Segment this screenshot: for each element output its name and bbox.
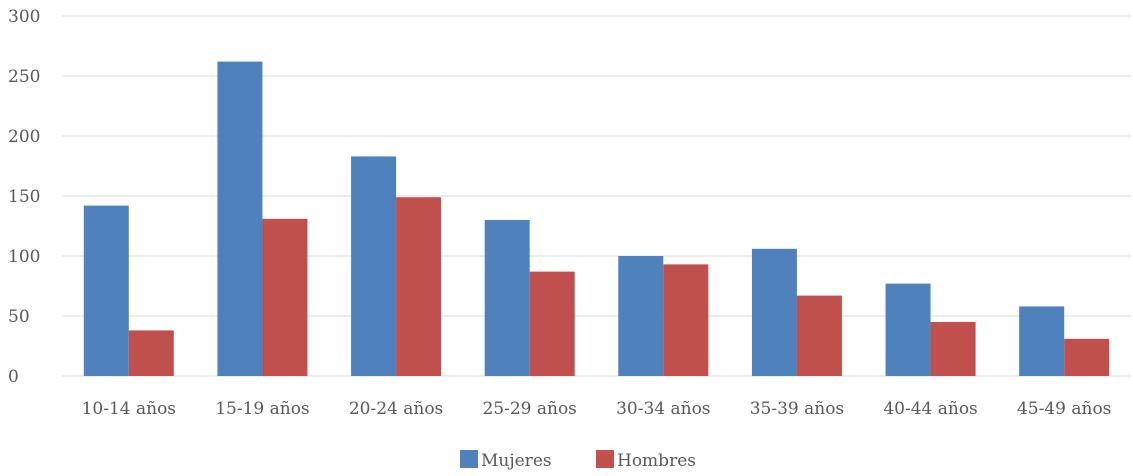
bar-mujeres-2	[351, 156, 397, 376]
bars	[83, 61, 1110, 376]
bar-hombres-7	[1064, 338, 1110, 376]
y-tick-label: 50	[8, 307, 30, 327]
bar-mujeres-6	[885, 283, 931, 376]
legend-label-hombres: Hombres	[617, 451, 696, 471]
bar-hombres-6	[930, 322, 976, 376]
legend-swatch-hombres	[596, 450, 614, 468]
x-tick-label: 25-29 años	[482, 399, 576, 419]
x-tick-label: 35-39 años	[750, 399, 844, 419]
bar-mujeres-7	[1019, 306, 1065, 376]
y-tick-label: 300	[8, 7, 40, 27]
bar-hombres-2	[396, 197, 442, 376]
bar-mujeres-5	[751, 248, 797, 376]
bar-hombres-0	[128, 330, 174, 376]
legend: Mujeres Hombres	[460, 450, 696, 471]
y-tick-label: 200	[8, 127, 40, 147]
x-tick-label: 15-19 años	[215, 399, 309, 419]
bar-hombres-5	[796, 295, 842, 376]
y-axis-ticks: 0 50 100 150 200 250 300	[8, 7, 40, 387]
legend-label-mujeres: Mujeres	[481, 451, 552, 471]
bar-hombres-4	[663, 264, 709, 376]
y-tick-label: 100	[8, 247, 40, 267]
bar-hombres-1	[262, 218, 308, 376]
x-tick-label: 30-34 años	[616, 399, 710, 419]
x-tick-label: 40-44 años	[883, 399, 977, 419]
bar-mujeres-1	[217, 61, 263, 376]
x-tick-label: 20-24 años	[349, 399, 443, 419]
y-tick-label: 250	[8, 67, 40, 87]
x-axis-ticks: 10-14 años 15-19 años 20-24 años 25-29 años…	[82, 399, 1112, 419]
y-tick-label: 0	[8, 367, 19, 387]
x-tick-label: 45-49 años	[1017, 399, 1111, 419]
bar-mujeres-4	[618, 256, 664, 376]
x-tick-label: 10-14 años	[82, 399, 176, 419]
y-tick-label: 150	[8, 187, 40, 207]
bar-mujeres-3	[484, 220, 530, 376]
legend-swatch-mujeres	[460, 450, 478, 468]
bar-hombres-3	[529, 271, 575, 376]
bar-mujeres-0	[83, 205, 129, 376]
